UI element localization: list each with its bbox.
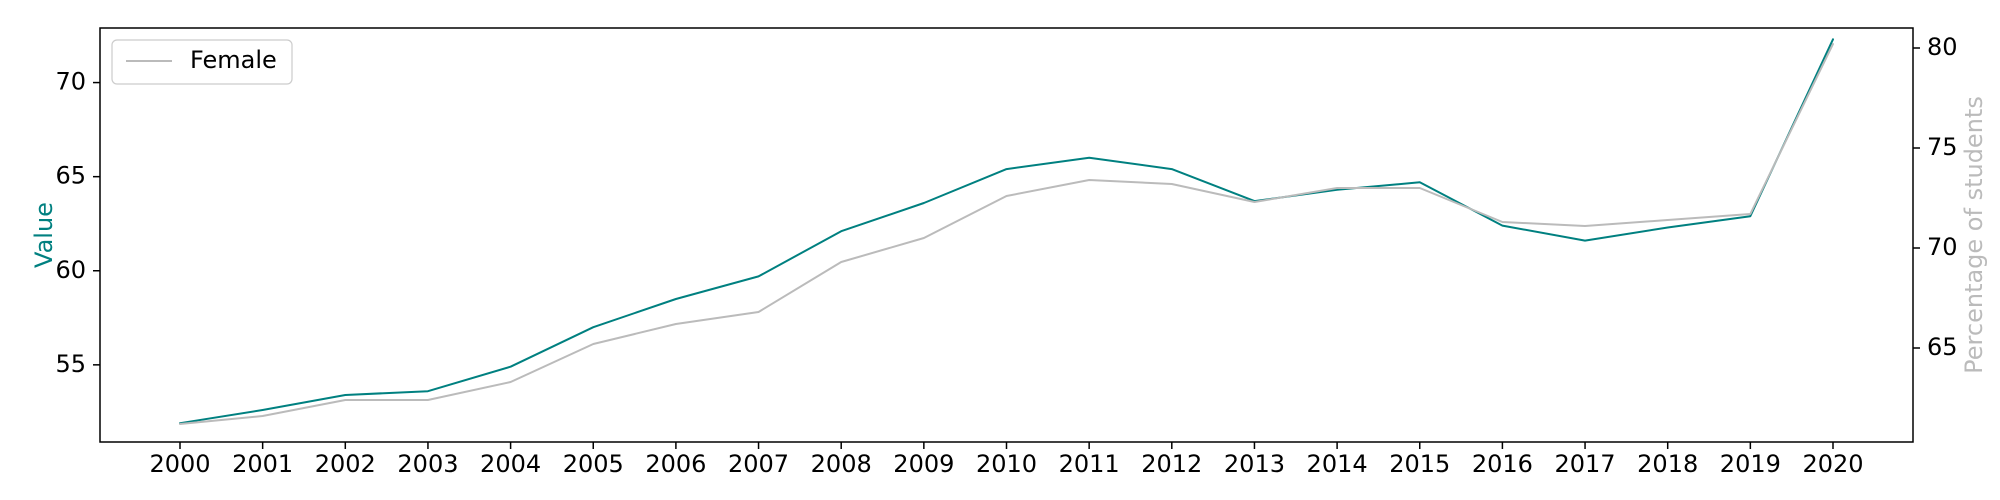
- x-tick-label-2016: 2016: [1472, 450, 1533, 478]
- x-tick-label-2012: 2012: [1141, 450, 1202, 478]
- x-tick-label-2010: 2010: [976, 450, 1037, 478]
- x-tick-label-2001: 2001: [232, 450, 293, 478]
- x-tick-label-2020: 2020: [1802, 450, 1863, 478]
- x-tick-label-2000: 2000: [149, 450, 210, 478]
- y-left-tick-label-65: 65: [55, 162, 86, 190]
- x-tick-label-2004: 2004: [480, 450, 541, 478]
- x-tick-label-2011: 2011: [1059, 450, 1120, 478]
- y-axis-left: 55 60 65 70: [55, 68, 100, 378]
- x-tick-label-2017: 2017: [1555, 450, 1616, 478]
- legend-box: [111, 39, 293, 85]
- x-tick-label-2005: 2005: [563, 450, 624, 478]
- x-tick-label-2009: 2009: [893, 450, 954, 478]
- x-tick-label-2008: 2008: [811, 450, 872, 478]
- x-tick-label-2007: 2007: [728, 450, 789, 478]
- y-axis-right: 65 70 75 80: [1913, 33, 1958, 361]
- legend-label-female: Female: [190, 46, 277, 74]
- x-axis: 2000 2001 2002 2003 2004 2005 2006 2007 2008 2009…: [149, 442, 1864, 478]
- x-tick-label-2019: 2019: [1720, 450, 1781, 478]
- x-tick-label-2015: 2015: [1389, 450, 1450, 478]
- y-axis-right-title: Percentage of students: [1960, 96, 1988, 374]
- x-tick-label-2002: 2002: [315, 450, 376, 478]
- y-left-tick-label-70: 70: [55, 68, 86, 96]
- plot-frame: [99, 27, 1914, 443]
- x-tick-label-2003: 2003: [397, 450, 458, 478]
- series-line-value: [179, 38, 1834, 425]
- y-left-tick-label-55: 55: [55, 350, 86, 378]
- x-tick-label-2013: 2013: [1224, 450, 1285, 478]
- x-tick-label-2018: 2018: [1637, 450, 1698, 478]
- y-right-tick-label-65: 65: [1927, 333, 1958, 361]
- y-right-tick-label-70: 70: [1927, 233, 1958, 261]
- y-axis-left-title: Value: [30, 202, 58, 268]
- y-left-tick-label-60: 60: [55, 256, 86, 284]
- y-right-tick-label-80: 80: [1927, 33, 1958, 61]
- x-tick-label-2014: 2014: [1307, 450, 1368, 478]
- y-right-tick-label-75: 75: [1927, 133, 1958, 161]
- legend: Female: [111, 39, 293, 85]
- series-line-female: [179, 43, 1834, 425]
- x-tick-label-2006: 2006: [645, 450, 706, 478]
- series-layer: [179, 38, 1834, 425]
